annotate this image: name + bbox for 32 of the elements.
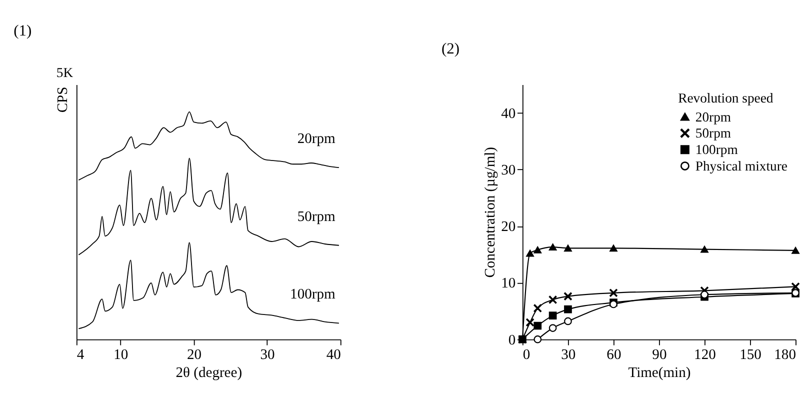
x-axis-title: Time(min) [628, 365, 691, 382]
x-tick-label: 90 [652, 346, 667, 363]
series-label: 20rpm [297, 130, 336, 147]
x-tick-label: 30 [260, 346, 275, 363]
x-tick-label: 0 [522, 346, 530, 363]
chart-title: (1) [14, 22, 32, 40]
legend-label: 50rpm [695, 126, 732, 141]
y-tick-label: 20 [501, 219, 516, 236]
x-tick-label: 120 [694, 346, 716, 363]
y-tick-label: 40 [501, 106, 516, 122]
legend-label: 20rpm [695, 109, 732, 124]
x-tick-label: 180 [774, 346, 796, 363]
text: 5K [56, 65, 74, 80]
y-tick-label: 30 [501, 162, 516, 178]
x-tick-label: 150 [740, 346, 762, 363]
legend-title: Revolution speed [678, 90, 774, 106]
legend-label: 100rpm [695, 142, 738, 158]
y-axis-title: Concentration (µg/ml) [482, 146, 499, 278]
series-label: 100rpm [290, 286, 336, 303]
legend-label: Physical mixture [695, 158, 788, 174]
x-tick-label: 30 [561, 346, 576, 363]
x-tick-label: 4 [76, 346, 85, 363]
y-tick-label: 10 [501, 276, 516, 292]
x-tick-label: 20 [186, 346, 202, 363]
x-tick-label: 60 [606, 346, 622, 363]
y-axis-title: CPS [54, 86, 71, 113]
chart-title: (2) [441, 40, 460, 58]
series-label: 50rpm [297, 208, 336, 225]
y-tick-label: 0 [508, 332, 516, 348]
x-tick-label: 10 [114, 346, 128, 363]
x-tick-label: 40 [326, 346, 341, 363]
x-axis-title: 2θ (degree) [176, 365, 242, 382]
